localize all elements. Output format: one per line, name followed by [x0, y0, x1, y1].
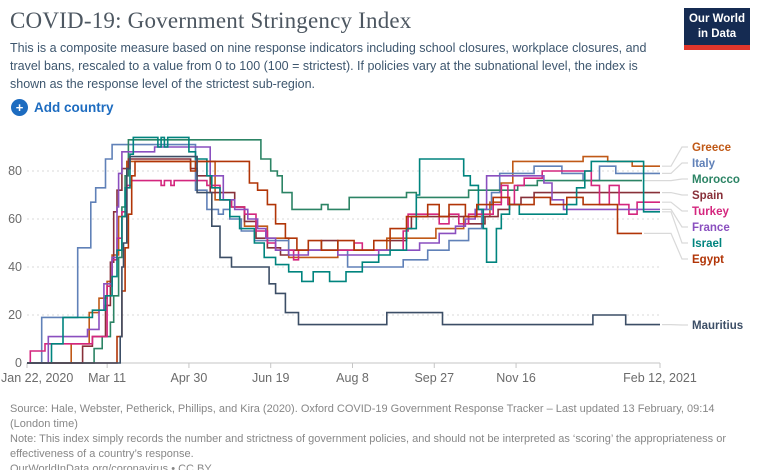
add-country-button[interactable]: + Add country — [11, 99, 114, 116]
legend-label-israel[interactable]: Israel — [692, 238, 722, 250]
legend-connector-france — [662, 208, 688, 228]
plus-circle-icon: + — [11, 99, 28, 116]
x-tick-label-1: Mar 11 — [88, 371, 126, 385]
add-country-label: Add country — [34, 100, 114, 115]
x-tick-label-0: Jan 22, 2020 — [1, 371, 73, 385]
legend-label-mauritius[interactable]: Mauritius — [692, 320, 743, 332]
owid-logo-line1: Our World — [688, 13, 745, 25]
series-line-israel[interactable] — [27, 136, 660, 364]
legend-label-greece[interactable]: Greece — [692, 142, 731, 154]
legend-label-italy[interactable]: Italy — [692, 158, 716, 170]
owid-logo-red-bar — [684, 45, 750, 50]
y-tick-label-20: 20 — [8, 308, 22, 322]
x-tick-label-5: Sep 27 — [414, 371, 454, 385]
legend-label-france[interactable]: France — [692, 222, 730, 234]
x-tick-label-2: Apr 30 — [171, 371, 208, 385]
note-text: Note: This index simply records the numb… — [10, 432, 726, 460]
series-line-france[interactable] — [27, 146, 660, 364]
series-line-egypt[interactable] — [27, 160, 642, 364]
series-line-mauritius[interactable] — [27, 155, 660, 364]
chart-subtitle: This is a composite measure based on nin… — [10, 41, 647, 91]
series-line-morocco[interactable] — [27, 139, 642, 364]
legend-connector-greece — [662, 146, 688, 167]
owid-logo[interactable]: Our World in Data — [684, 8, 750, 50]
legend-label-egypt[interactable]: Egypt — [692, 254, 724, 266]
legend-label-spain[interactable]: Spain — [692, 190, 723, 202]
x-tick-label-7: Feb 12, 2021 — [623, 371, 697, 385]
legend-connector-spain — [662, 191, 688, 196]
series-line-italy[interactable] — [27, 143, 660, 364]
legend-label-turkey[interactable]: Turkey — [692, 206, 729, 218]
x-tick-label-4: Aug 8 — [336, 371, 369, 385]
x-tick-label-6: Nov 16 — [496, 371, 536, 385]
y-tick-label-0: 0 — [15, 356, 22, 370]
y-tick-label-40: 40 — [8, 260, 22, 274]
owid-link[interactable]: OurWorldInData.org/coronavirus • CC BY — [10, 463, 212, 470]
y-tick-label-80: 80 — [8, 164, 22, 178]
y-tick-label-60: 60 — [8, 212, 22, 226]
page-title: COVID-19: Government Stringency Index — [10, 8, 412, 33]
owid-logo-line2: in Data — [697, 27, 737, 40]
legend-label-morocco[interactable]: Morocco — [692, 174, 740, 186]
chart-footer: Source: Hale, Webster, Petherick, Philli… — [10, 402, 752, 470]
stringency-chart: 0 20 40 60 80 Jan 22, 2020 Mar 11 Apr 30 Jun 19 A… — [1, 136, 743, 385]
legend-connector-italy — [662, 162, 688, 175]
legend-connector-morocco — [644, 178, 688, 182]
legend-connector-turkey — [662, 201, 688, 212]
x-tick-label-3: Jun 19 — [252, 371, 290, 385]
source-text: Source: Hale, Webster, Petherick, Philli… — [10, 403, 715, 430]
legend-connector-egypt — [644, 232, 688, 260]
legend-connector-israel — [662, 211, 688, 244]
